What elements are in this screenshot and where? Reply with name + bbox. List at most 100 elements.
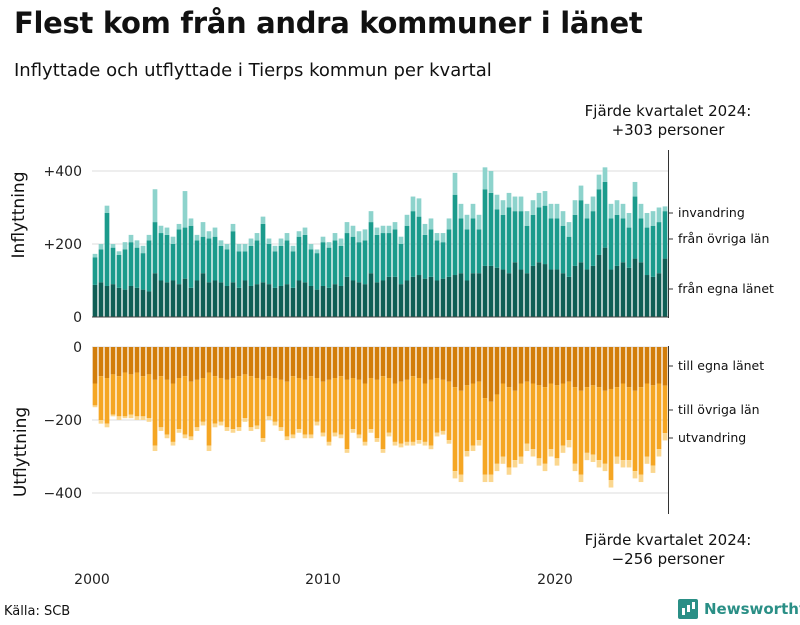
in-bar-segment	[266, 244, 272, 285]
out-bar-segment	[122, 347, 128, 373]
out-bar-segment	[176, 429, 182, 433]
out-bar-segment	[458, 390, 464, 475]
in-bar-segment	[476, 214, 482, 230]
in-bar-segment	[542, 264, 548, 317]
out-bar-segment	[128, 347, 134, 375]
in-bar-segment	[506, 273, 512, 317]
in-bar-segment	[176, 223, 182, 230]
out-bar-segment	[350, 429, 356, 433]
out-bar-segment	[326, 379, 332, 442]
in-bar-segment	[488, 171, 494, 193]
out-bar-segment	[488, 401, 494, 475]
in-bar-segment	[194, 240, 200, 281]
out-bar-segment	[530, 347, 536, 384]
out-bar-segment	[140, 416, 146, 420]
out-bar-segment	[158, 376, 164, 428]
in-bar-segment	[326, 242, 332, 248]
in-bar-segment	[560, 273, 566, 317]
in-bar-segment	[212, 280, 218, 317]
in-bar-segment	[272, 287, 278, 317]
out-bar-segment	[320, 381, 326, 433]
out-bar-segment	[200, 347, 206, 379]
out-bar-segment	[224, 347, 230, 380]
out-bar-segment	[356, 379, 362, 435]
in-bar-segment	[374, 227, 380, 235]
out-bar-segment	[620, 383, 626, 461]
out-bar-segment	[590, 454, 596, 462]
in-bar-segment	[506, 207, 512, 274]
out-bar-segment	[104, 378, 110, 424]
in-bar-segment	[638, 218, 644, 263]
out-bar-segment	[524, 347, 530, 382]
in-bar-segment	[290, 245, 296, 252]
in-bar-segment	[578, 262, 584, 317]
in-bar-segment	[608, 218, 614, 270]
in-bar-segment	[326, 247, 332, 288]
in-bar-segment	[296, 236, 302, 281]
out-bar-segment	[350, 378, 356, 430]
out-bar-segment	[224, 379, 230, 428]
in-bar-segment	[92, 257, 98, 285]
out-bar-segment	[188, 347, 194, 382]
out-bar-segment	[434, 347, 440, 379]
in-bar-segment	[398, 284, 404, 317]
in-bar-segment	[122, 289, 128, 318]
in-bar-segment	[440, 278, 446, 317]
in-bar-segment	[536, 262, 542, 317]
out-bar-segment	[614, 387, 620, 457]
in-bar-segment	[242, 280, 248, 317]
out-bar-segment	[266, 347, 272, 377]
out-bar-segment	[296, 378, 302, 430]
out-bar-segment	[290, 434, 296, 439]
in-bar-segment	[380, 280, 386, 317]
in-bar-segment	[650, 225, 656, 277]
out-bar-segment	[578, 390, 584, 475]
x-tick-label: 2010	[305, 572, 341, 588]
out-bar-segment	[596, 460, 602, 468]
in-bar-segment	[374, 282, 380, 317]
in-bar-segment	[254, 284, 260, 317]
in-bar-segment	[452, 275, 458, 317]
out-bar-segment	[398, 443, 404, 448]
in-bar-segment	[662, 211, 668, 259]
in-bar-segment	[446, 276, 452, 317]
in-bar-segment	[110, 244, 116, 248]
in-bar-segment	[278, 238, 284, 246]
out-bar-segment	[344, 449, 350, 453]
out-bar-segment	[440, 347, 446, 380]
in-bar-segment	[434, 240, 440, 281]
in-bar-segment	[140, 245, 146, 254]
in-bar-segment	[326, 287, 332, 317]
in-bar-segment	[128, 242, 134, 286]
out-bar-segment	[440, 430, 446, 435]
in-bar-segment	[542, 205, 548, 265]
out-bar-segment	[320, 347, 326, 382]
out-bar-segment	[302, 347, 308, 380]
out-bar-segment	[362, 347, 368, 384]
out-bar-segment	[428, 347, 434, 380]
in-bar-segment	[554, 203, 560, 219]
in-bar-segment	[272, 251, 278, 288]
in-bar-segment	[314, 253, 320, 290]
in-bar-segment	[158, 280, 164, 317]
out-bar-segment	[284, 436, 290, 441]
out-bar-segment	[230, 347, 236, 379]
in-bar-segment	[656, 273, 662, 317]
in-bar-segment	[482, 167, 488, 190]
out-bar-segment	[608, 347, 614, 389]
in-bar-segment	[248, 245, 254, 286]
in-bar-segment	[194, 234, 200, 241]
in-bar-segment	[422, 223, 428, 235]
in-bar-segment	[530, 214, 536, 266]
out-bar-segment	[266, 376, 272, 417]
in-bar-segment	[614, 265, 620, 317]
out-bar-segment	[446, 347, 452, 382]
in-bar-segment	[284, 233, 290, 241]
in-bar-segment	[380, 233, 386, 281]
in-bar-segment	[152, 273, 158, 317]
in-bar-segment	[278, 285, 284, 317]
out-bar-segment	[458, 347, 464, 391]
out-bar-segment	[338, 434, 344, 439]
out-bar-segment	[356, 347, 362, 380]
out-bar-segment	[194, 427, 200, 431]
